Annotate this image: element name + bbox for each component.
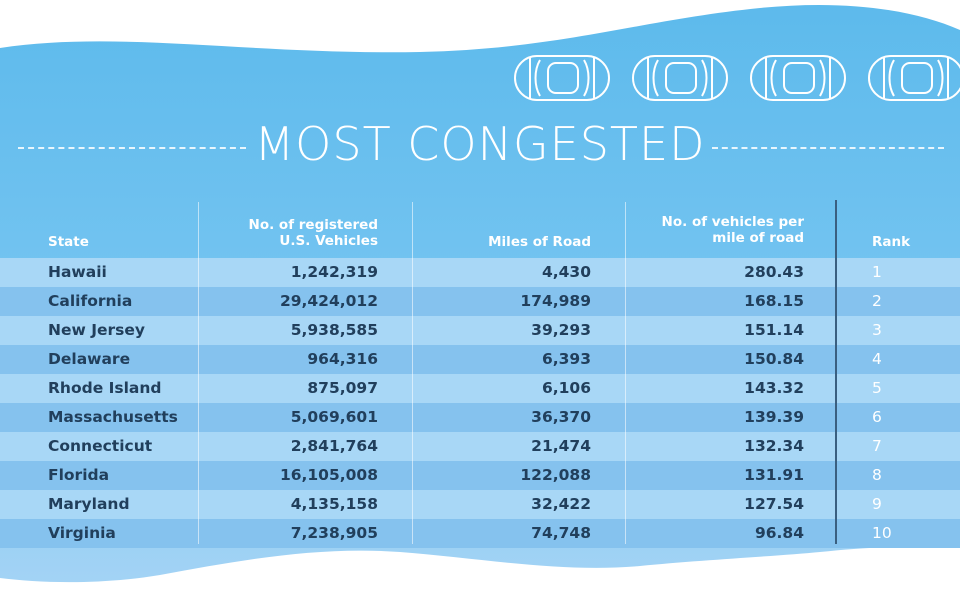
header-miles-of-road: Miles of Road [488,234,591,250]
cell-registered-vehicles: 2,841,764 [290,437,378,455]
table-row: Florida 16,105,008 122,088 131.91 8 [0,461,960,490]
cell-vehicles-per-mile: 150.84 [744,350,804,368]
cell-vehicles-per-mile: 132.34 [744,437,804,455]
cell-state: Maryland [48,495,130,513]
cell-miles-of-road: 21,474 [531,437,591,455]
cell-miles-of-road: 39,293 [531,321,591,339]
road-dash-right [712,147,944,149]
column-divider [412,202,413,544]
cell-miles-of-road: 74,748 [531,524,591,542]
cell-registered-vehicles: 1,242,319 [290,263,378,281]
rank-column-divider [835,200,837,544]
road-dash-left [18,147,246,149]
cell-vehicles-per-mile: 139.39 [744,408,804,426]
cell-registered-vehicles: 4,135,158 [290,495,378,513]
cell-state: Massachusetts [48,408,178,426]
cell-registered-vehicles: 7,238,905 [290,524,378,542]
car-top-view-icon [630,50,730,106]
cell-state: Virginia [48,524,116,542]
car-top-view-icon [512,50,612,106]
header-registered-vehicles-line2: U.S. Vehicles [279,233,378,249]
cell-state: Connecticut [48,437,153,455]
header-vehicles-per-mile-line2: mile of road [712,230,804,246]
cell-rank: 9 [872,495,882,513]
cell-miles-of-road: 6,393 [541,350,591,368]
cell-rank: 3 [872,321,882,339]
table-row: Rhode Island 875,097 6,106 143.32 5 [0,374,960,403]
table-row: Massachusetts 5,069,601 36,370 139.39 6 [0,403,960,432]
cell-rank: 1 [872,263,882,281]
cell-miles-of-road: 32,422 [531,495,591,513]
cell-registered-vehicles: 16,105,008 [279,466,378,484]
cell-miles-of-road: 4,430 [541,263,591,281]
cell-state: Hawaii [48,263,107,281]
header-vehicles-per-mile-line1: No. of vehicles per [661,214,804,230]
cell-rank: 7 [872,437,882,455]
table-row: Hawaii 1,242,319 4,430 280.43 1 [0,258,960,287]
cell-rank: 2 [872,292,882,310]
page-title-text: MOST CONGESTED [254,117,706,171]
cell-registered-vehicles: 29,424,012 [279,292,378,310]
cell-vehicles-per-mile: 280.43 [744,263,804,281]
table-row: Connecticut 2,841,764 21,474 132.34 7 [0,432,960,461]
cell-vehicles-per-mile: 143.32 [744,379,804,397]
cell-rank: 8 [872,466,882,484]
cell-state: New Jersey [48,321,145,339]
cell-registered-vehicles: 5,069,601 [290,408,378,426]
table-row: California 29,424,012 174,989 168.15 2 [0,287,960,316]
header-rank: Rank [872,234,911,250]
cell-state: Rhode Island [48,379,162,397]
header-registered-vehicles-line1: No. of registered [248,217,378,233]
cell-miles-of-road: 36,370 [531,408,591,426]
cell-vehicles-per-mile: 168.15 [744,292,804,310]
cell-registered-vehicles: 964,316 [307,350,378,368]
cell-registered-vehicles: 875,097 [307,379,378,397]
cell-vehicles-per-mile: 96.84 [754,524,804,542]
cell-registered-vehicles: 5,938,585 [290,321,378,339]
car-top-view-icon [748,50,848,106]
table-row: Maryland 4,135,158 32,422 127.54 9 [0,490,960,519]
cell-vehicles-per-mile: 131.91 [744,466,804,484]
cell-state: Florida [48,466,110,484]
header-state: State [48,234,89,250]
cell-state: California [48,292,133,310]
cell-rank: 5 [872,379,882,397]
column-divider [625,202,626,544]
cell-rank: 4 [872,350,882,368]
cell-state: Delaware [48,350,131,368]
header-vehicles-per-mile: No. of vehicles per mile of road [662,214,804,246]
cell-vehicles-per-mile: 127.54 [744,495,804,513]
cell-miles-of-road: 122,088 [520,466,591,484]
table-row: Virginia 7,238,905 74,748 96.84 10 [0,519,960,548]
cell-rank: 6 [872,408,882,426]
cell-rank: 10 [872,524,892,542]
table-row: New Jersey 5,938,585 39,293 151.14 3 [0,316,960,345]
header-registered-vehicles: No. of registered U.S. Vehicles [249,217,378,249]
cell-miles-of-road: 174,989 [520,292,591,310]
column-divider [198,202,199,544]
page-title: MOST CONGESTED [0,114,960,174]
cell-miles-of-road: 6,106 [541,379,591,397]
cell-vehicles-per-mile: 151.14 [744,321,804,339]
table-row: Delaware 964,316 6,393 150.84 4 [0,345,960,374]
car-top-view-icon [866,50,960,106]
